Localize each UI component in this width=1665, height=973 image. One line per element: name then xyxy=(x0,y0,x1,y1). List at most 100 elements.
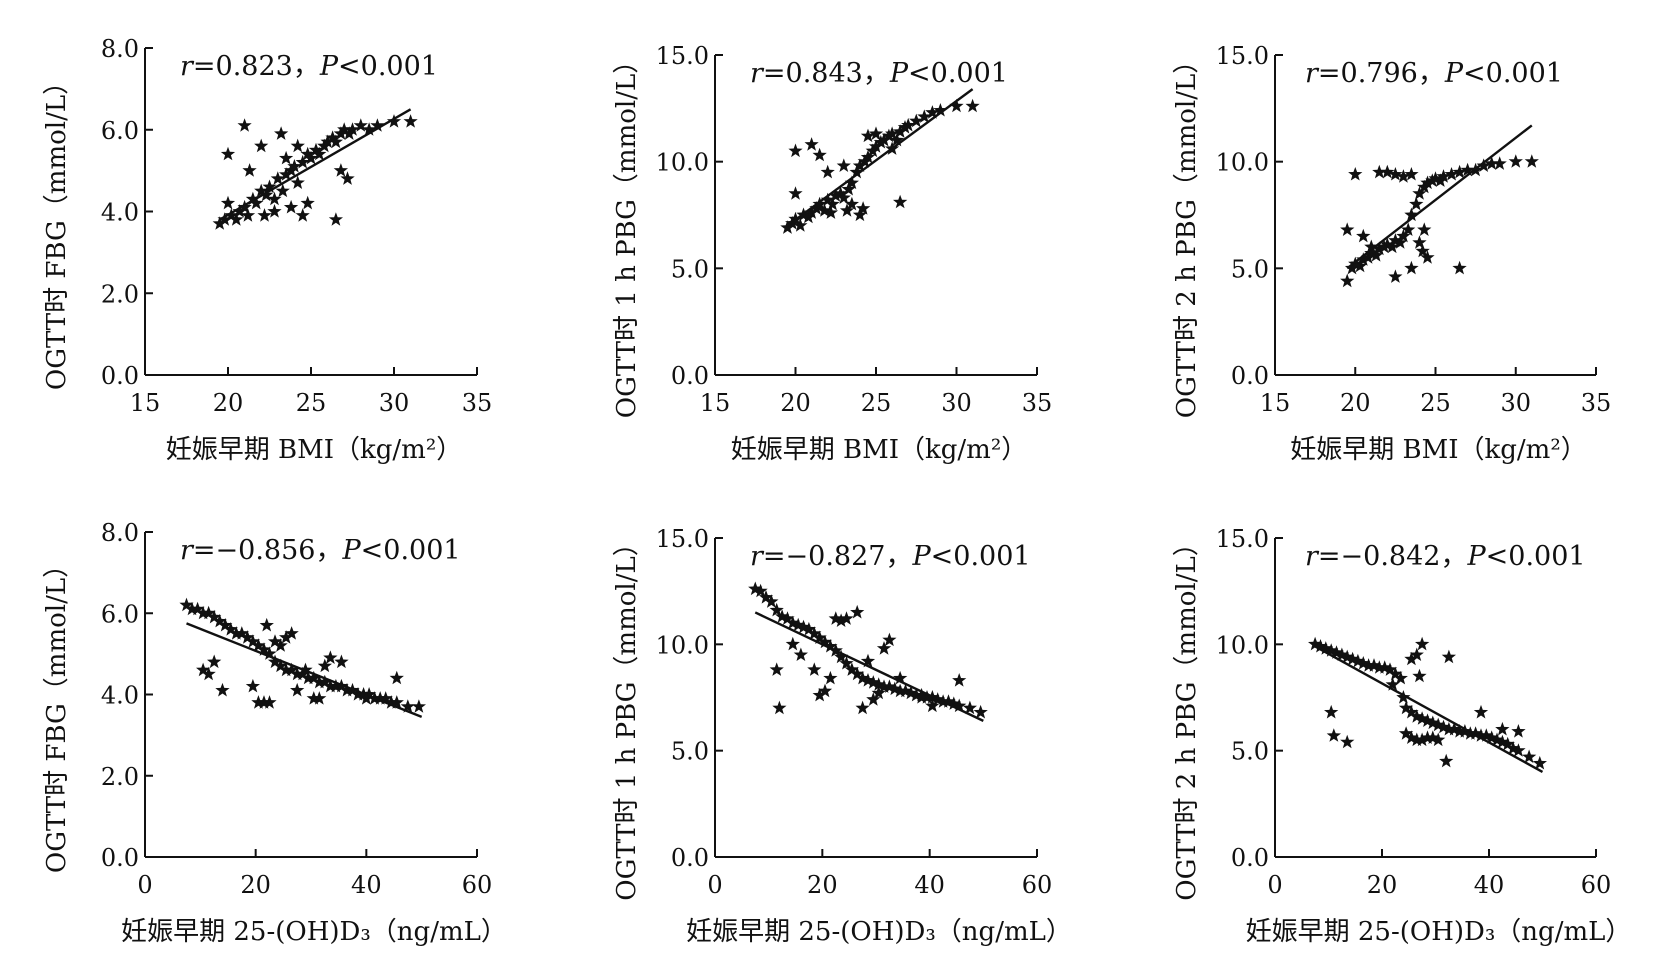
data-point xyxy=(898,683,913,698)
data-point xyxy=(1417,222,1432,236)
x-tick-label: 20 xyxy=(1367,871,1398,899)
annotation-r-text: r xyxy=(750,58,765,89)
data-point xyxy=(350,687,366,701)
data-point xyxy=(871,685,886,700)
data-point xyxy=(839,611,854,625)
x-tick-label: 0 xyxy=(1267,871,1282,899)
data-point xyxy=(834,649,849,664)
data-point xyxy=(933,103,948,117)
data-point xyxy=(312,146,327,161)
data-point xyxy=(1401,222,1416,236)
scatter-panel-a: 0.0 2.0 4.0 6.0 8.0 15 20 25 30 35 妊娠早期 BMI（kg/m²）… xyxy=(42,35,492,465)
data-point xyxy=(295,208,310,222)
data-point xyxy=(1380,237,1395,251)
x-tick-label: 15 xyxy=(1260,389,1291,417)
data-point xyxy=(367,691,382,705)
data-point xyxy=(1441,649,1456,664)
data-point xyxy=(284,626,299,640)
data-point xyxy=(1412,668,1427,683)
x-axis-label: 妊娠早期 BMI（kg/m²） xyxy=(166,435,463,465)
data-point xyxy=(275,183,290,198)
data-point xyxy=(212,216,227,230)
data-point xyxy=(1412,186,1427,200)
x-tick-label: 20 xyxy=(807,871,838,899)
data-point xyxy=(1385,677,1400,691)
y-tick-label: 8.0 xyxy=(101,519,139,547)
data-point xyxy=(1476,158,1491,172)
data-point xyxy=(1468,162,1483,177)
data-point xyxy=(844,662,859,676)
data-point xyxy=(1415,636,1430,651)
data-point xyxy=(300,195,315,210)
data-point xyxy=(196,662,211,677)
y-tick-label: 15.0 xyxy=(1216,42,1269,70)
correlation-annotation: r=0.843，P<0.001 xyxy=(750,58,1008,89)
data-point xyxy=(1447,721,1462,736)
annotation-r-value: =−0.827， xyxy=(763,541,913,572)
data-point xyxy=(300,146,315,161)
x-tick-label: 20 xyxy=(780,389,811,417)
annotation-p-text: P xyxy=(911,541,931,572)
annotation-p-text: P xyxy=(1466,541,1486,572)
data-point xyxy=(279,662,294,677)
y-tick-label: 5.0 xyxy=(671,738,709,766)
x-tick-label: 25 xyxy=(1420,389,1451,417)
data-point xyxy=(1369,248,1384,262)
data-point xyxy=(855,700,870,715)
x-tick-label: 30 xyxy=(379,389,410,417)
data-point xyxy=(952,698,967,713)
data-point xyxy=(362,122,377,136)
scatter-panel-b: 0.0 5.0 10.0 15.0 15 20 25 30 35 妊娠早期 BMI（kg/m²） O… xyxy=(612,42,1052,465)
x-tick-label: 60 xyxy=(462,871,493,899)
correlation-annotation: r=−0.856，P<0.001 xyxy=(180,535,461,566)
data-point xyxy=(1479,728,1494,742)
data-point xyxy=(389,695,404,709)
data-point xyxy=(220,146,236,161)
data-point xyxy=(251,638,266,652)
data-point xyxy=(841,181,856,196)
data-point xyxy=(1420,250,1435,264)
y-tick-label: 2.0 xyxy=(101,763,139,791)
data-point xyxy=(785,615,800,630)
data-point xyxy=(245,634,260,648)
data-point xyxy=(257,208,272,222)
data-point xyxy=(1356,228,1371,243)
annotation-r-text: r xyxy=(750,541,765,572)
annotation-p-value: <0.001 xyxy=(1486,541,1586,572)
data-point xyxy=(1361,658,1376,672)
data-point xyxy=(262,695,277,709)
data-point xyxy=(1396,690,1411,704)
data-point xyxy=(306,691,321,705)
data-point xyxy=(1473,728,1489,742)
data-point xyxy=(389,670,404,685)
data-point xyxy=(212,613,227,628)
data-point xyxy=(1352,258,1368,273)
data-point xyxy=(965,98,980,113)
data-point xyxy=(769,662,784,676)
data-point xyxy=(788,143,803,158)
data-point xyxy=(1452,164,1467,179)
data-point xyxy=(267,654,283,669)
x-tick-label: 20 xyxy=(240,871,271,899)
data-point xyxy=(788,186,803,200)
data-point xyxy=(232,204,247,218)
data-point xyxy=(748,581,763,596)
data-point xyxy=(868,139,884,153)
data-point xyxy=(882,632,897,647)
data-point xyxy=(917,109,932,123)
data-point xyxy=(866,675,881,689)
data-point xyxy=(234,626,249,640)
x-tick-label: 20 xyxy=(213,389,244,417)
data-point xyxy=(1404,651,1419,666)
data-point xyxy=(345,682,360,697)
annotation-r-text: r xyxy=(180,51,195,82)
data-point xyxy=(882,679,897,693)
x-tick-label: 25 xyxy=(861,389,892,417)
data-point xyxy=(1428,171,1443,185)
data-point xyxy=(356,687,371,701)
regression-line xyxy=(1314,645,1544,773)
data-point xyxy=(1382,662,1398,676)
x-axis-label: 妊娠早期 25-(OH)D₃（ng/mL） xyxy=(121,917,507,947)
x-tick-label: 0 xyxy=(707,871,722,899)
annotation-r-text: r xyxy=(1305,58,1320,89)
